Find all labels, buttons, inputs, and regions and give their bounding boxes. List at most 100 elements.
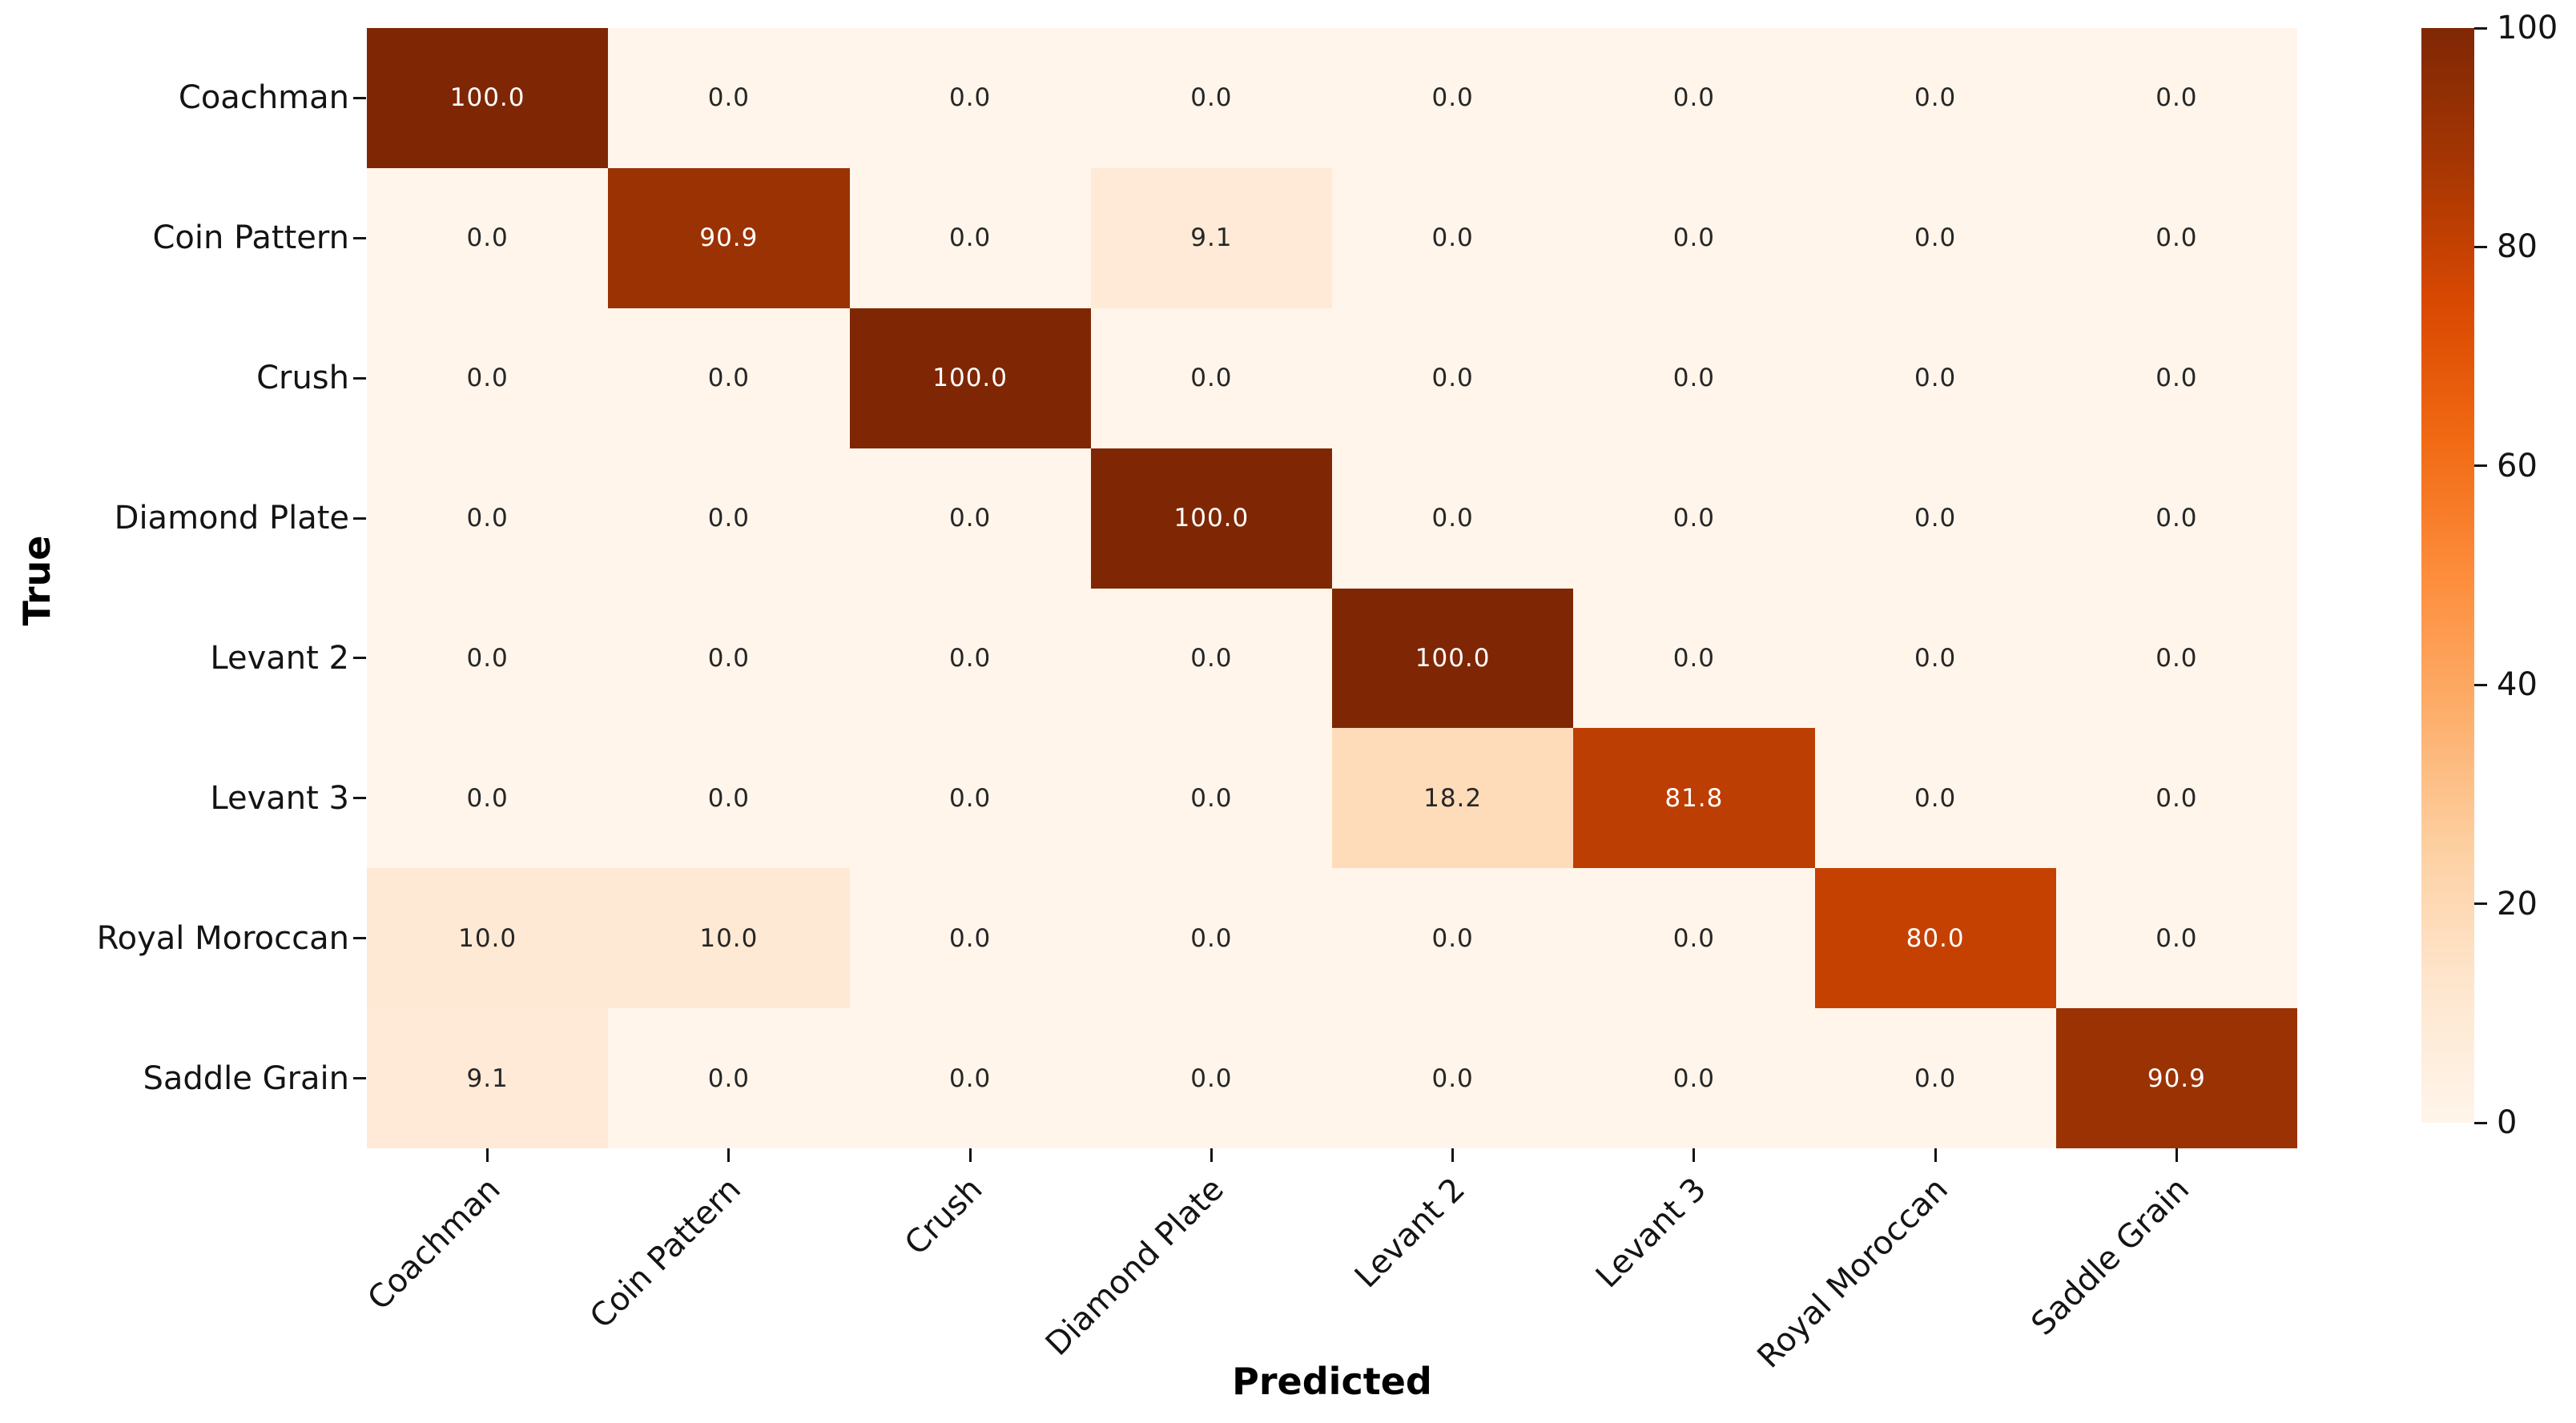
xtick-label-Coachman: Coachman	[311, 1171, 507, 1317]
heatmap-cell-Coin Pattern-Levant 3: 0.0	[1573, 167, 1815, 308]
cell-value: 0.0	[948, 1063, 992, 1093]
cell-value: 0.0	[2155, 504, 2198, 533]
y-axis-title: True	[15, 535, 58, 626]
heatmap: 100.0 0.0 0.0 0.0 0.0 0.0 0.0 0.0 0.0 90.9 0.0 9.1 0…	[367, 28, 2297, 1148]
heatmap-cell-Levant 2-Coachman: 0.0	[367, 588, 609, 729]
xtick-mark	[2175, 1148, 2178, 1162]
heatmap-cell-Crush-Levant 3: 0.0	[1573, 308, 1815, 448]
colorbar-tick-mark	[2474, 26, 2487, 30]
heatmap-cell-Levant 3-Royal Moroccan: 0.0	[1814, 728, 2056, 869]
cell-value: 0.0	[2155, 223, 2198, 253]
colorbar-tick-label-20: 20	[2497, 885, 2538, 923]
heatmap-cell-Levant 3-Levant 3: 81.8	[1573, 728, 1815, 869]
heatmap-cell-Royal Moroccan-Royal Moroccan: 80.0	[1814, 868, 2056, 1009]
colorbar-tick-label-60: 60	[2497, 447, 2538, 484]
heatmap-cell-Crush-Levant 2: 0.0	[1332, 308, 1574, 448]
cell-value: 0.0	[1431, 1063, 1474, 1093]
heatmap-cell-Coin Pattern-Crush: 0.0	[849, 167, 1091, 308]
cell-value: 0.0	[707, 783, 751, 813]
cell-value: 0.0	[1431, 923, 1474, 953]
heatmap-cell-Coachman-Levant 3: 0.0	[1573, 28, 1815, 168]
heatmap-cell-Levant 3-Coin Pattern: 0.0	[608, 728, 850, 869]
heatmap-cell-Levant 3-Crush: 0.0	[849, 728, 1091, 869]
cell-value: 0.0	[466, 364, 509, 393]
cell-value: 100.0	[1173, 504, 1250, 533]
heatmap-cell-Royal Moroccan-Diamond Plate: 0.0	[1090, 868, 1332, 1009]
cell-value: 100.0	[1415, 643, 1491, 673]
heatmap-cell-Coin Pattern-Coachman: 0.0	[367, 167, 609, 308]
cell-value: 0.0	[1914, 223, 1957, 253]
cell-value: 0.0	[707, 643, 751, 673]
heatmap-cell-Coachman-Coin Pattern: 0.0	[608, 28, 850, 168]
cell-value: 90.9	[699, 223, 759, 253]
cell-value: 9.1	[466, 1063, 509, 1093]
heatmap-cell-Coin Pattern-Diamond Plate: 9.1	[1090, 167, 1332, 308]
ytick-label-Levant 3: Levant 3	[210, 779, 349, 817]
heatmap-cell-Coin Pattern-Coin Pattern: 90.9	[608, 167, 850, 308]
heatmap-cell-Diamond Plate-Coin Pattern: 0.0	[608, 448, 850, 589]
heatmap-cell-Diamond Plate-Diamond Plate: 100.0	[1090, 448, 1332, 589]
heatmap-cell-Crush-Coin Pattern: 0.0	[608, 308, 850, 448]
xtick-label-Levant 3: Levant 3	[1548, 1171, 1713, 1295]
cell-value: 81.8	[1664, 783, 1724, 813]
heatmap-cell-Saddle Grain-Diamond Plate: 0.0	[1090, 1008, 1332, 1148]
heatmap-cell-Levant 3-Saddle Grain: 0.0	[2055, 728, 2297, 869]
ytick-mark	[353, 96, 366, 99]
cell-value: 10.0	[699, 923, 759, 953]
colorbar-tick-mark	[2474, 1121, 2487, 1124]
heatmap-cell-Levant 2-Levant 2: 100.0	[1332, 588, 1574, 729]
cell-value: 0.0	[1914, 643, 1957, 673]
xtick-label-text: Royal Moroccan	[1750, 1171, 1955, 1376]
cell-value: 0.0	[1672, 364, 1716, 393]
ytick-label-Saddle Grain: Saddle Grain	[143, 1059, 349, 1097]
xtick-label-Crush: Crush	[871, 1171, 989, 1262]
colorbar-tick-label-0: 0	[2497, 1104, 2518, 1141]
cell-value: 0.0	[466, 504, 509, 533]
xtick-label-Saddle Grain: Saddle Grain	[1964, 1171, 2196, 1343]
ytick-label-Diamond Plate: Diamond Plate	[114, 500, 349, 537]
heatmap-cell-Levant 2-Crush: 0.0	[849, 588, 1091, 729]
heatmap-cell-Coin Pattern-Levant 2: 0.0	[1332, 167, 1574, 308]
colorbar-tick-label-80: 80	[2497, 228, 2538, 266]
heatmap-cell-Levant 2-Saddle Grain: 0.0	[2055, 588, 2297, 729]
cell-value: 0.0	[2155, 643, 2198, 673]
ytick-label-Levant 2: Levant 2	[210, 639, 349, 677]
heatmap-cell-Levant 3-Coachman: 0.0	[367, 728, 609, 869]
cell-value: 0.0	[1190, 1063, 1233, 1093]
xtick-label-text: Saddle Grain	[2024, 1171, 2196, 1343]
x-axis-title: Predicted	[1232, 1360, 1432, 1403]
xtick-mark	[968, 1148, 972, 1162]
heatmap-cell-Coin Pattern-Saddle Grain: 0.0	[2055, 167, 2297, 308]
colorbar-tick-mark	[2474, 683, 2487, 686]
heatmap-cell-Royal Moroccan-Crush: 0.0	[849, 868, 1091, 1009]
heatmap-cell-Saddle Grain-Saddle Grain: 90.9	[2055, 1008, 2297, 1148]
cell-value: 100.0	[932, 364, 1008, 393]
cell-value: 0.0	[2155, 83, 2198, 113]
cell-value: 0.0	[2155, 783, 2198, 813]
ytick-mark	[353, 517, 366, 520]
cell-value: 0.0	[1914, 1063, 1957, 1093]
heatmap-cell-Diamond Plate-Levant 3: 0.0	[1573, 448, 1815, 589]
ytick-label-Royal Moroccan: Royal Moroccan	[96, 919, 349, 957]
xtick-mark	[1451, 1148, 1455, 1162]
heatmap-cell-Levant 2-Diamond Plate: 0.0	[1090, 588, 1332, 729]
ytick-mark	[353, 1077, 366, 1080]
heatmap-cell-Diamond Plate-Royal Moroccan: 0.0	[1814, 448, 2056, 589]
heatmap-cell-Saddle Grain-Levant 3: 0.0	[1573, 1008, 1815, 1148]
cell-value: 0.0	[1190, 923, 1233, 953]
heatmap-cell-Royal Moroccan-Levant 3: 0.0	[1573, 868, 1815, 1009]
heatmap-cell-Crush-Saddle Grain: 0.0	[2055, 308, 2297, 448]
xtick-label-Coin Pattern: Coin Pattern	[525, 1171, 748, 1336]
heatmap-cell-Diamond Plate-Saddle Grain: 0.0	[2055, 448, 2297, 589]
cell-value: 0.0	[1431, 364, 1474, 393]
ytick-label-Coachman: Coachman	[178, 79, 349, 117]
heatmap-cell-Diamond Plate-Levant 2: 0.0	[1332, 448, 1574, 589]
cell-value: 0.0	[948, 923, 992, 953]
heatmap-cell-Levant 2-Royal Moroccan: 0.0	[1814, 588, 2056, 729]
heatmap-cell-Saddle Grain-Crush: 0.0	[849, 1008, 1091, 1148]
heatmap-cell-Coin Pattern-Royal Moroccan: 0.0	[1814, 167, 2056, 308]
cell-value: 80.0	[1906, 923, 1965, 953]
cell-value: 0.0	[707, 83, 751, 113]
colorbar-tick-mark	[2474, 245, 2487, 248]
